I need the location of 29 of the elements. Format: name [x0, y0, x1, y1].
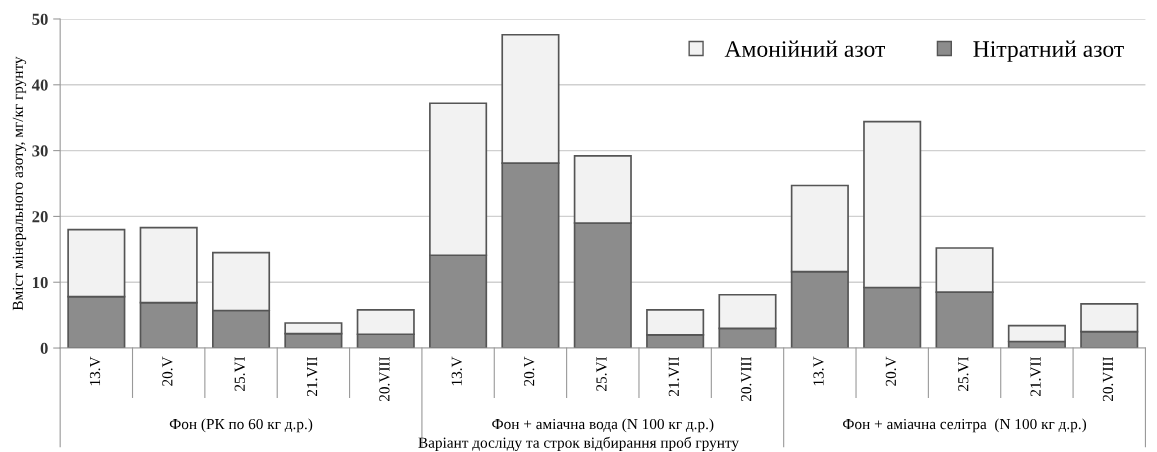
- x-tick-label: 13.V: [813, 356, 824, 386]
- x-tick-label: 25.VI: [958, 356, 969, 391]
- x-tick-label: 13.V: [89, 356, 101, 386]
- y-tick-label: 0: [40, 342, 48, 354]
- y-tick-label: 50: [32, 13, 48, 25]
- y-axis-title: Вміст мінерального азоту, мг/кг грунту: [12, 56, 27, 311]
- x-tick-label: 13.V: [451, 356, 462, 386]
- x-tick-label: 20.V: [523, 356, 535, 386]
- text: Фон + аміачна селітра (N 100 кг д.р.): [843, 418, 1087, 433]
- x-tick-label: 21.VII: [1030, 356, 1041, 397]
- x-tick-label: 20.VIII: [1102, 356, 1114, 402]
- text: Фон + аміачна вода (N 100 кг д.р.): [492, 418, 714, 433]
- y-tick-label: 10: [33, 276, 48, 289]
- x-tick-label: 20.VIII: [741, 356, 752, 402]
- y-tick-label: 20: [32, 211, 48, 223]
- x-tick-label: 20.V: [885, 356, 897, 386]
- x-tick-label: 20.VIII: [379, 356, 390, 402]
- legend-label: Амонійний азот: [724, 40, 885, 57]
- legend-label: Нітратний азот: [973, 40, 1124, 62]
- x-tick-label: 20.V: [162, 356, 173, 386]
- x-tick-label: 25.VI: [596, 356, 607, 391]
- bar: [1007, 324, 1066, 343]
- y-tick-label: 40: [31, 79, 48, 91]
- text: Фон (РК по 60 кг д.р.): [169, 418, 313, 433]
- x-tick-label: 21.VII: [306, 356, 318, 397]
- x-axis-title: Варіант досліду та строк відбирання проб грунту: [418, 436, 739, 451]
- y-tick-label: 30: [32, 145, 48, 157]
- x-tick-label: 21.VII: [668, 356, 680, 397]
- x-tick-label: 25.VI: [234, 356, 245, 391]
